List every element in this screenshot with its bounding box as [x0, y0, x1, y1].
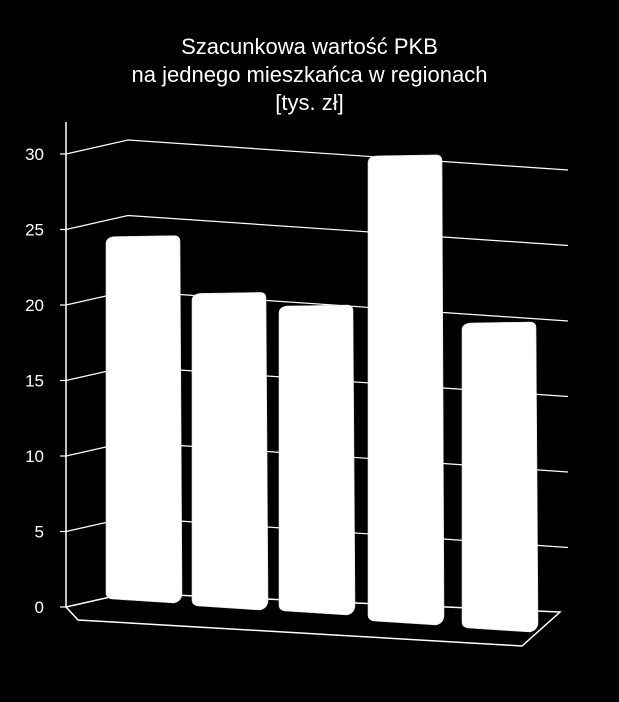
bar — [278, 304, 356, 616]
chart-title-line-2: na jednego mieszkańca w regionach — [131, 62, 488, 87]
bar — [461, 321, 539, 633]
y-tick-label: 0 — [35, 598, 44, 617]
gridline — [65, 139, 569, 171]
bar — [191, 292, 269, 611]
bar — [105, 235, 183, 604]
y-tick-label: 25 — [25, 221, 44, 240]
chart-title-line-3: [tys. zł] — [275, 90, 344, 115]
bars-layer — [105, 154, 539, 633]
y-tick-label: 30 — [25, 145, 44, 164]
chart-title-line-1: Szacunkowa wartość PKB — [181, 34, 438, 59]
bar — [367, 154, 445, 626]
y-tick-label: 10 — [25, 447, 44, 466]
y-tick-label: 5 — [35, 523, 44, 542]
y-tick-label: 20 — [25, 296, 44, 315]
y-tick-label: 15 — [25, 372, 44, 391]
